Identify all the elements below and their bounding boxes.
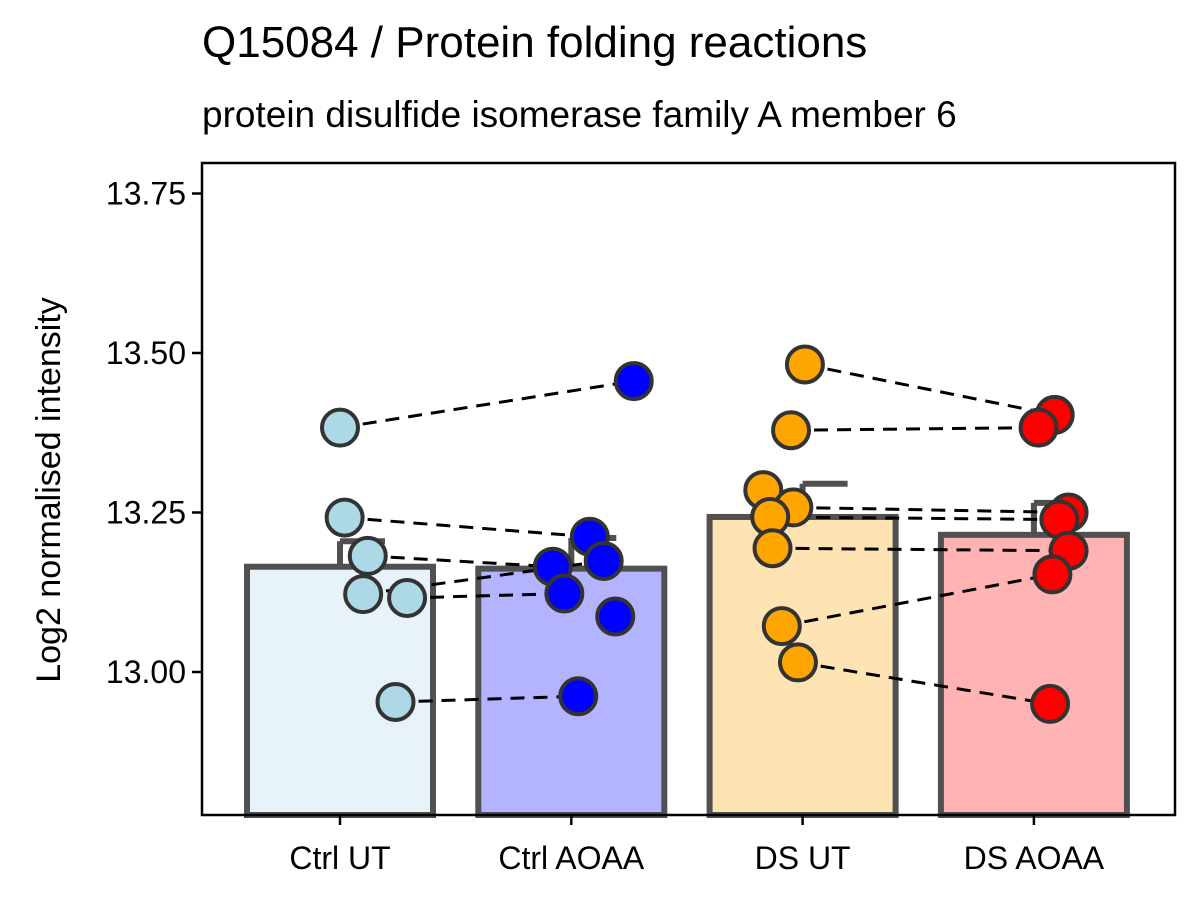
y-tick-label: 13.75 xyxy=(106,176,186,212)
pair-line xyxy=(770,515,1060,522)
chart-title: Q15084 / Protein folding reactions xyxy=(202,18,868,67)
data-point xyxy=(583,540,624,581)
axes-layer: 13.00 13.25 13.50 13.75 Ctrl UT Ctrl AOAA DS U… xyxy=(106,161,1177,876)
data-point xyxy=(1018,407,1059,448)
data-point xyxy=(613,361,654,402)
pair-line xyxy=(344,516,590,539)
data-point xyxy=(1030,683,1071,724)
data-point xyxy=(771,410,812,451)
data-point xyxy=(1032,554,1073,595)
pair-lines-layer xyxy=(339,363,1069,706)
pair-line xyxy=(339,379,634,430)
pair-line xyxy=(772,546,1069,553)
data-point xyxy=(387,577,428,618)
pair-line xyxy=(395,694,579,704)
data-point xyxy=(777,642,818,683)
y-axis-title: Log2 normalised intensity xyxy=(30,297,68,683)
pair-line xyxy=(367,554,553,569)
pair-line xyxy=(797,660,1051,706)
data-point xyxy=(320,407,360,448)
data-point xyxy=(375,681,416,722)
y-tick-label: 13.50 xyxy=(106,335,186,371)
chart-subtitle: protein disulfide isomerase family A mem… xyxy=(202,94,957,135)
data-point xyxy=(544,573,585,614)
pair-line xyxy=(804,363,1056,417)
data-point xyxy=(761,606,802,647)
plot-panel-border xyxy=(200,161,1177,817)
y-tick-label: 13.00 xyxy=(106,654,186,690)
points-layer xyxy=(320,344,1089,724)
y-tick-label: 13.25 xyxy=(106,495,186,531)
data-point xyxy=(784,344,825,385)
data-point xyxy=(595,596,636,637)
x-tick-label: Ctrl UT xyxy=(289,840,390,876)
pair-line xyxy=(362,559,604,596)
data-point xyxy=(343,574,384,615)
data-point xyxy=(558,676,599,717)
pair-line xyxy=(407,592,565,600)
pair-line xyxy=(791,426,1039,432)
data-point xyxy=(324,497,365,538)
x-tick-label: DS UT xyxy=(755,840,851,876)
x-tick-label: Ctrl AOAA xyxy=(498,840,644,876)
x-tick-label: DS AOAA xyxy=(964,840,1105,876)
data-point xyxy=(347,535,388,576)
data-point xyxy=(752,528,793,569)
pair-line xyxy=(793,505,1069,514)
